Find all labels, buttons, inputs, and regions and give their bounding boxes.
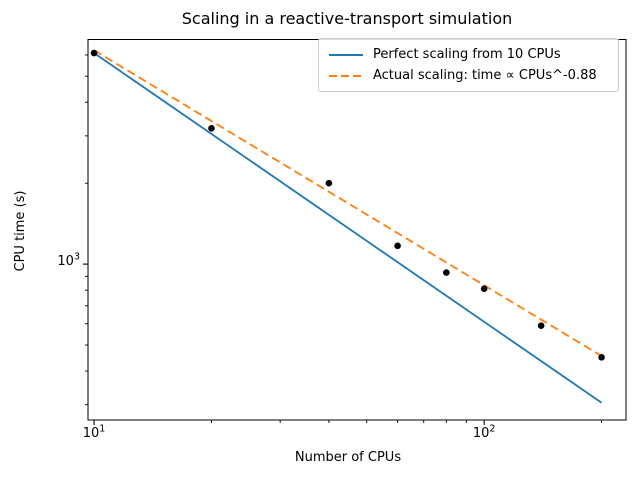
perfect-scaling-line <box>93 52 603 404</box>
y-axis-label: CPU time (s) <box>13 190 28 272</box>
legend-label: Perfect scaling from 10 CPUs <box>373 47 561 62</box>
legend-entry: Actual scaling: time ∝ CPUs^-0.88 <box>329 68 618 83</box>
fit-scaling-line <box>93 49 603 357</box>
solid-line-sample <box>329 53 363 56</box>
data-point <box>90 49 98 57</box>
data-point <box>598 354 605 361</box>
chart-title: Scaling in a reactive-transport simulati… <box>181 9 513 28</box>
x-tick-label: 101 <box>82 423 106 441</box>
data-point <box>443 269 450 276</box>
x-axis-label: Number of CPUs <box>294 450 402 465</box>
data-point <box>325 179 333 187</box>
y-tick-label: 103 <box>57 251 80 270</box>
legend-label: Actual scaling: time ∝ CPUs^-0.88 <box>373 68 597 83</box>
data-point <box>394 242 401 250</box>
legend-entry: Perfect scaling from 10 CPUs <box>329 47 618 62</box>
dashed-line-sample <box>329 74 363 77</box>
data-point <box>480 285 488 293</box>
data-point <box>208 125 215 132</box>
legend: Perfect scaling from 10 CPUs Actual scali… <box>318 38 619 92</box>
data-point <box>537 322 545 329</box>
x-tick-label: 102 <box>472 423 496 441</box>
